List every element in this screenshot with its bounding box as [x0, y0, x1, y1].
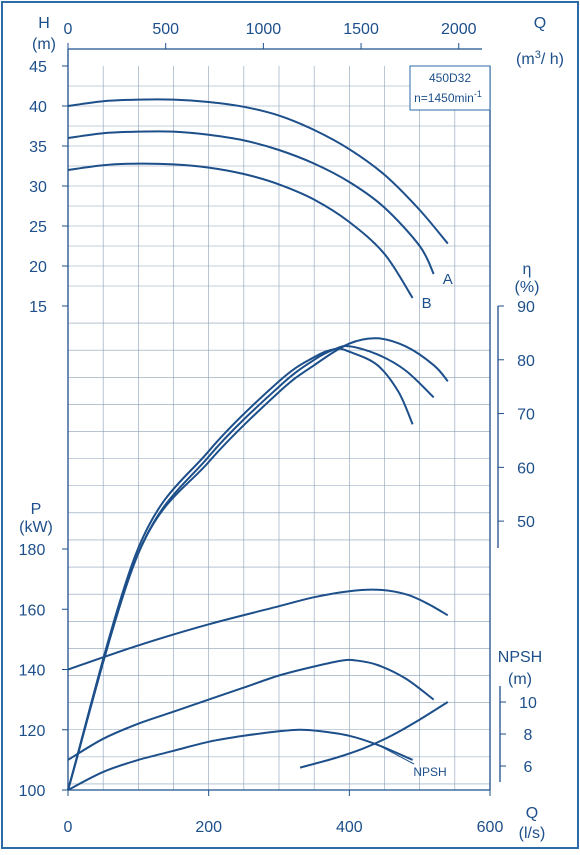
top-x-axis-name: Q — [534, 15, 546, 32]
bottom-x-tick-label: 200 — [195, 819, 222, 836]
npsh-axis-unit: (m) — [508, 671, 532, 688]
top-x-axis-unit-start: (m — [516, 51, 535, 68]
bottom-x-tick-label: 0 — [64, 819, 73, 836]
power-tick-label: 160 — [19, 602, 46, 619]
chart-tick-labels: 4540353025201518016014012010090807060501… — [19, 21, 537, 836]
top-x-tick-label: 1000 — [246, 21, 282, 38]
head-curve-label: B — [422, 295, 432, 312]
efficiency-axis-unit: (%) — [515, 279, 540, 296]
power-tick-label: 180 — [19, 542, 46, 559]
npsh-curve — [299, 701, 449, 769]
efficiency-tick-label: 50 — [517, 514, 535, 531]
head-curve — [67, 98, 449, 245]
npsh-label-leader — [379, 745, 415, 765]
chart-axes — [62, 43, 506, 796]
power-tick-label: 100 — [19, 783, 46, 800]
pump-label-box — [409, 65, 491, 111]
head-tick-label: 25 — [29, 219, 47, 236]
pump-model-label: 450D32 — [429, 71, 471, 85]
npsh-tick-label: 6 — [524, 759, 533, 776]
head-tick-label: 30 — [29, 179, 47, 196]
head-tick-label: 15 — [29, 299, 47, 316]
head-tick-label: 35 — [29, 139, 47, 156]
top-x-axis-unit-end: / h) — [541, 51, 564, 68]
power-tick-label: 120 — [19, 723, 46, 740]
head-tick-label: 45 — [29, 59, 47, 76]
top-x-tick-label: 0 — [64, 21, 73, 38]
npsh-curve-label: NPSH — [413, 765, 446, 779]
efficiency-curve — [67, 347, 414, 791]
head-curve — [67, 162, 414, 299]
bottom-x-tick-label: 600 — [477, 819, 504, 836]
head-axis-name: H — [38, 15, 50, 32]
top-x-tick-label: 2000 — [441, 21, 477, 38]
npsh-tick-label: 8 — [524, 727, 533, 744]
bottom-x-tick-label: 400 — [336, 819, 363, 836]
head-tick-label: 20 — [29, 259, 47, 276]
efficiency-tick-label: 80 — [517, 353, 535, 370]
pump-speed-label: n=1450min-1 — [414, 89, 482, 105]
head-axis-unit: (m) — [32, 36, 56, 53]
top-x-axis-unit-sup: 3 — [535, 49, 541, 61]
top-x-tick-label: 500 — [152, 21, 179, 38]
bottom-x-axis-unit: (l/s) — [519, 825, 546, 842]
npsh-axis-name: NPSH — [498, 649, 542, 666]
power-axis-unit: (kW) — [19, 519, 53, 536]
pump-speed-text: n=1450min — [414, 91, 474, 105]
npsh-tick-label: 10 — [519, 695, 537, 712]
power-curve — [67, 588, 449, 671]
power-axis-name: P — [31, 501, 42, 518]
head-tick-label: 40 — [29, 99, 47, 116]
top-x-axis-unit: (m3/ h) — [516, 49, 564, 68]
head-curve-label: A — [443, 271, 453, 288]
chart-curves: AB NPSH — [67, 98, 453, 791]
efficiency-tick-label: 60 — [517, 460, 535, 477]
efficiency-tick-label: 90 — [517, 299, 535, 316]
head-curve — [67, 130, 435, 275]
top-x-tick-label: 1500 — [343, 21, 379, 38]
power-tick-label: 140 — [19, 663, 46, 680]
efficiency-axis-name: η — [523, 261, 532, 278]
bottom-x-axis-name: Q — [526, 805, 538, 822]
pump-speed-exponent: -1 — [474, 89, 482, 99]
power-curve — [67, 658, 435, 761]
power-curve — [67, 728, 413, 791]
efficiency-tick-label: 70 — [517, 407, 535, 424]
efficiency-curve — [67, 345, 435, 791]
